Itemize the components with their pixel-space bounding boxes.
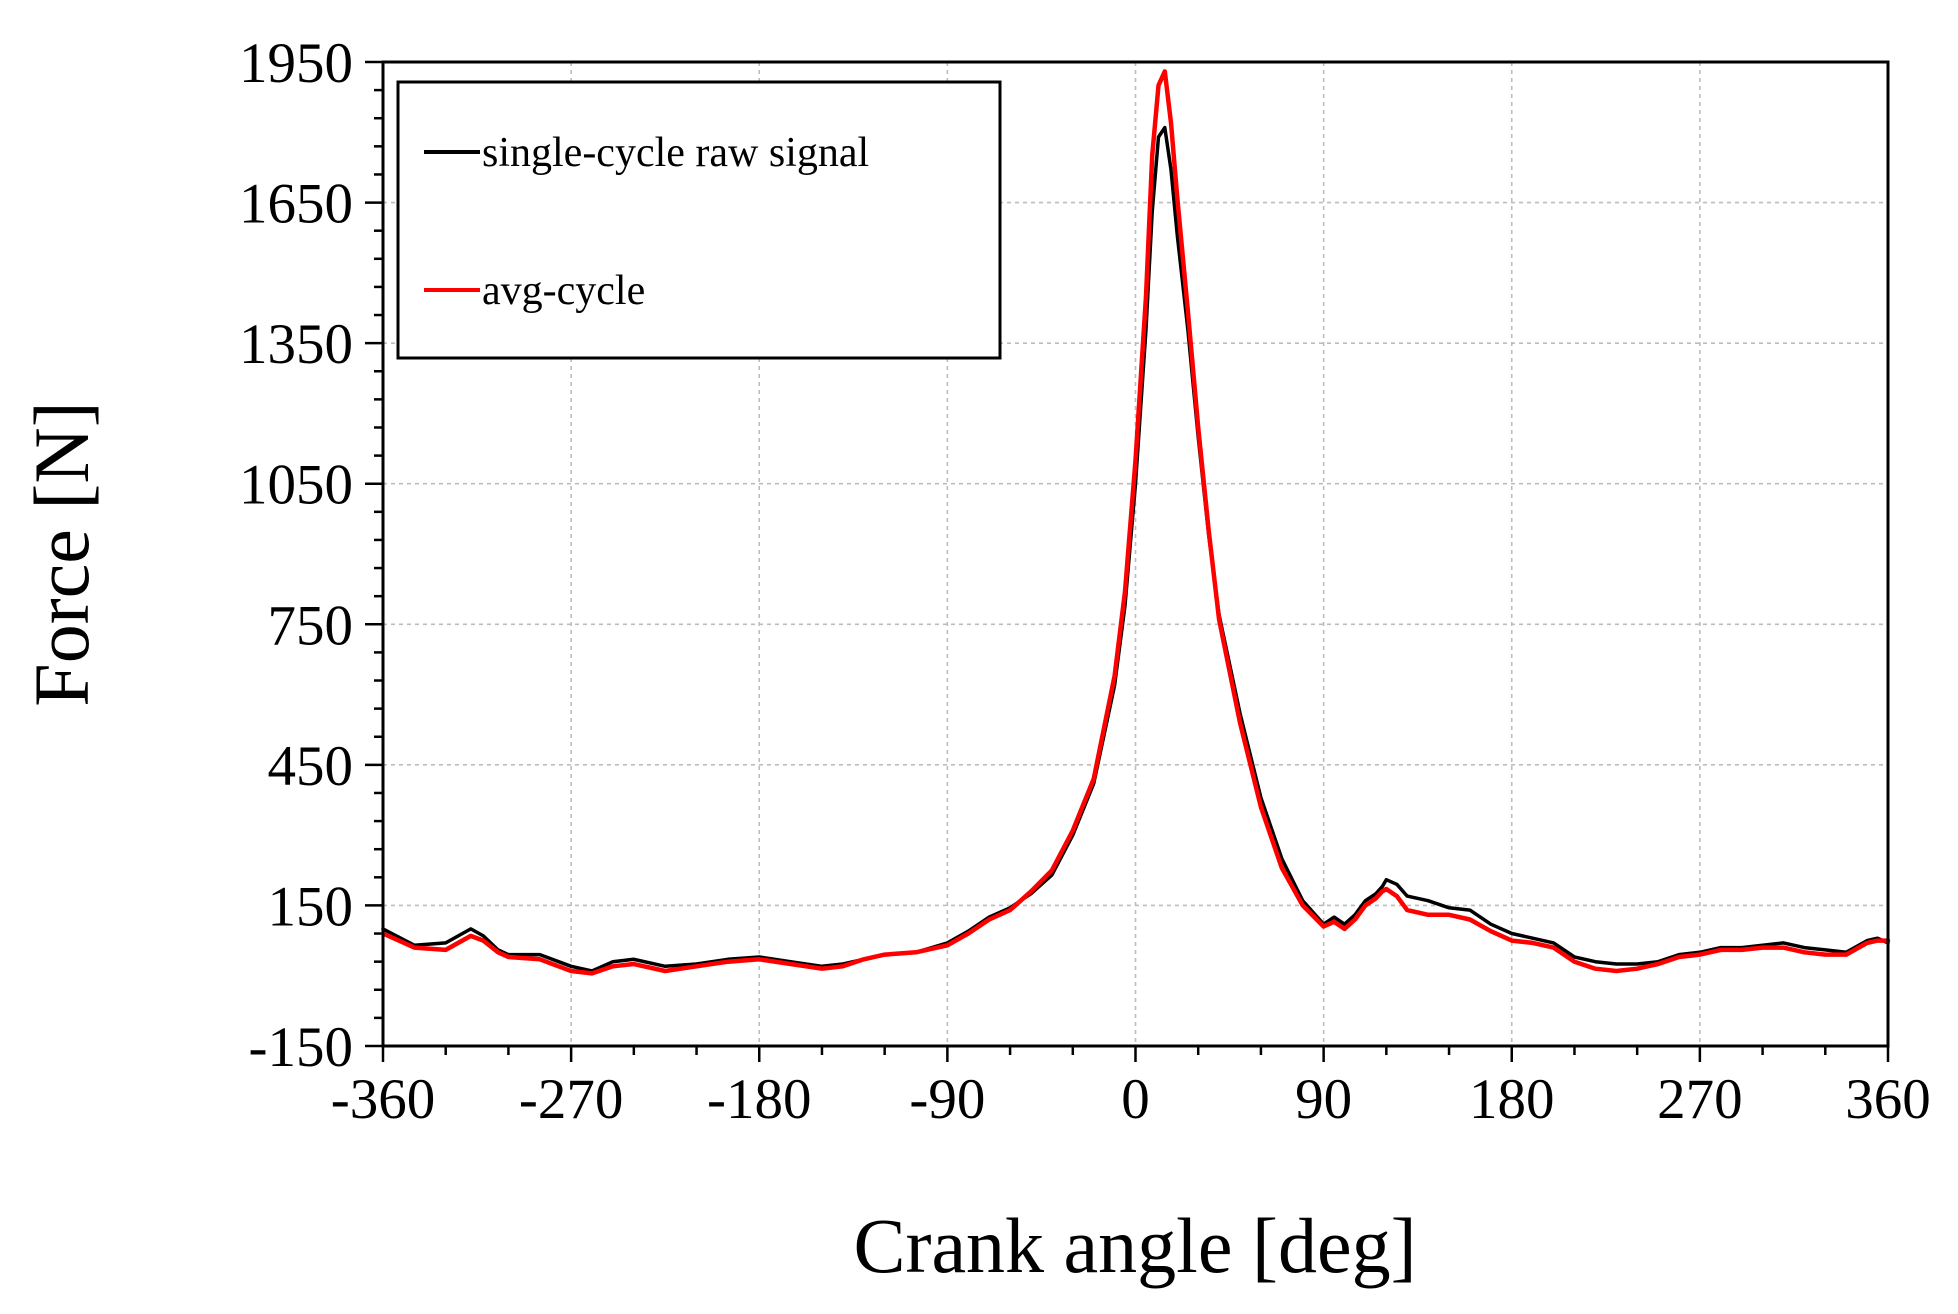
x-tick-label: 360	[1845, 1068, 1931, 1131]
series-line-avg-cycle	[380, 69, 1891, 976]
y-tick-labels: -150 150 450 750 1050 1350 1650 1950	[239, 32, 353, 1079]
y-tick-label: 1950	[239, 32, 353, 95]
x-tick-label: 0	[1121, 1068, 1150, 1131]
legend: single-cycle raw signal avg-cycle	[396, 80, 1002, 360]
legend-box	[396, 80, 1002, 360]
y-tick-label: -150	[249, 1016, 353, 1079]
y-tick-label: 450	[268, 735, 354, 798]
x-tick-label: 270	[1657, 1068, 1743, 1131]
legend-label-raw: single-cycle raw signal	[482, 130, 869, 176]
series-layer	[380, 69, 1891, 976]
x-tick-label: -180	[707, 1068, 811, 1131]
x-tick-label: -90	[909, 1068, 985, 1131]
y-tick-label: 750	[268, 594, 354, 657]
y-tick-label: 150	[268, 875, 354, 938]
x-axis-title: Crank angle [deg]	[853, 1202, 1416, 1289]
plot-frame	[381, 60, 1890, 1048]
y-tick-label: 1350	[239, 313, 353, 376]
y-tick-label: 1050	[239, 454, 353, 517]
x-tick-label: -360	[331, 1068, 435, 1131]
x-tick-label: -270	[519, 1068, 623, 1131]
x-tick-label: 90	[1295, 1068, 1352, 1131]
y-axis-title: Force [N]	[18, 401, 105, 706]
x-tick-label: 180	[1469, 1068, 1555, 1131]
x-tick-labels: -360 -270 -180 -90 0 90 180 270 360	[331, 1068, 1931, 1131]
y-tick-label: 1650	[239, 173, 353, 236]
legend-label-avg: avg-cycle	[482, 268, 645, 314]
